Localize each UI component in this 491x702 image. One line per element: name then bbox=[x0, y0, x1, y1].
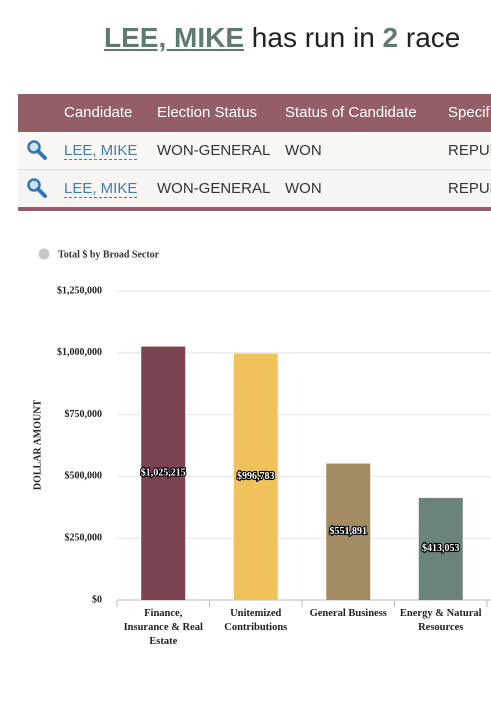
column-header: Election Status bbox=[157, 104, 258, 121]
bar bbox=[233, 353, 278, 600]
race-count: 2 bbox=[382, 22, 399, 53]
table-cell: REPUB bbox=[448, 180, 491, 197]
table-cell: LEE, MIKE bbox=[64, 132, 138, 169]
candidate-link[interactable]: LEE, MIKE bbox=[64, 180, 138, 198]
bar bbox=[418, 497, 463, 600]
candidate-name[interactable]: LEE, MIKE bbox=[104, 22, 245, 53]
value-label: $996,783 bbox=[237, 471, 275, 482]
races-table: Candidate Election Status Status of Candid… bbox=[18, 94, 491, 211]
page-title: LEE, MIKE has run in 2 race bbox=[104, 22, 460, 54]
title-text: has run in bbox=[251, 22, 375, 53]
value-label: $551,891 bbox=[330, 526, 368, 537]
table-bottom-border bbox=[18, 207, 491, 211]
search-icon[interactable] bbox=[26, 139, 48, 161]
x-tick-label: Finance, Insurance & Real Estate bbox=[123, 608, 203, 647]
y-tick-label: $0 bbox=[92, 594, 102, 605]
legend-marker[interactable] bbox=[38, 248, 50, 260]
legend-label[interactable]: Total $ by Broad Sector bbox=[58, 249, 160, 260]
header-row: Candidate Election Status Status of Candid… bbox=[18, 94, 491, 132]
table-cell: WON-GENERAL bbox=[157, 180, 271, 197]
x-tick-label: Unitemized Contributions bbox=[224, 608, 288, 633]
table-cell: WON-GENERAL bbox=[157, 142, 271, 159]
table-row: LEE, MIKE WON-GENERAL WON REPUB bbox=[18, 132, 491, 170]
value-label: $413,053 bbox=[422, 543, 460, 554]
bar bbox=[141, 346, 186, 600]
candidate-link[interactable]: LEE, MIKE bbox=[64, 142, 138, 160]
y-tick-label: $1,250,000 bbox=[57, 285, 102, 296]
value-label: $1,025,215 bbox=[141, 468, 186, 479]
column-header: Status of Candidate bbox=[285, 104, 417, 121]
table-cell: REPUB bbox=[448, 142, 491, 159]
x-tick-label: Energy & Natural Resources bbox=[399, 608, 482, 633]
table-cell: LEE, MIKE bbox=[64, 170, 138, 207]
column-header: Candidate bbox=[64, 104, 133, 121]
column-header: Specif bbox=[448, 104, 490, 121]
y-tick-label: $1,000,000 bbox=[57, 347, 102, 358]
y-tick-label: $750,000 bbox=[65, 409, 103, 420]
bar bbox=[326, 463, 371, 600]
y-tick-label: $250,000 bbox=[65, 532, 103, 543]
table-cell: WON bbox=[285, 180, 322, 197]
y-tick-label: $500,000 bbox=[65, 471, 103, 482]
table-cell: WON bbox=[285, 142, 322, 159]
title-text: race bbox=[405, 22, 461, 53]
y-axis-label: DOLLAR AMOUNT bbox=[32, 400, 43, 491]
search-icon[interactable] bbox=[26, 177, 48, 199]
x-tick-label: General Business bbox=[309, 608, 387, 619]
